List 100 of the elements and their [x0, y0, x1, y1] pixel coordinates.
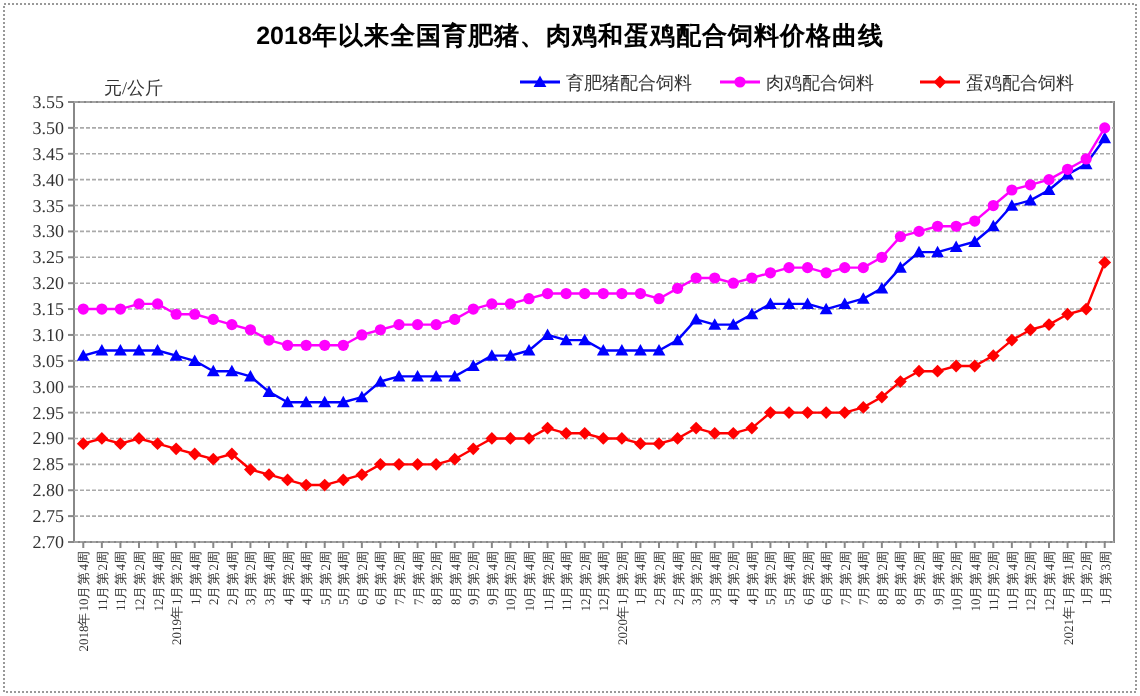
- point: [449, 313, 461, 326]
- point: [727, 277, 739, 289]
- point: [894, 230, 907, 243]
- point: [1061, 307, 1074, 321]
- point: [151, 344, 164, 356]
- point: [596, 432, 610, 445]
- point: [1098, 131, 1112, 144]
- point: [745, 421, 759, 435]
- point: [1080, 153, 1092, 165]
- point: [318, 395, 332, 408]
- point: [133, 298, 145, 310]
- point: [615, 344, 629, 356]
- point: [578, 333, 592, 346]
- point: [96, 303, 108, 315]
- y-tick-label: 2.90: [32, 428, 65, 449]
- point: [541, 287, 554, 300]
- point: [838, 406, 852, 419]
- point: [244, 324, 257, 336]
- point: [1061, 163, 1074, 175]
- point: [782, 297, 796, 309]
- point: [708, 318, 722, 330]
- point: [522, 344, 536, 356]
- point: [764, 297, 777, 309]
- point: [616, 287, 628, 300]
- point: [169, 442, 183, 456]
- point: [132, 344, 146, 356]
- point: [726, 318, 740, 330]
- y-tick-label: 3.25: [32, 247, 65, 268]
- point: [931, 364, 944, 378]
- point: [1005, 333, 1019, 347]
- y-tick-label: 3.45: [32, 143, 65, 164]
- point: [950, 220, 962, 232]
- point: [856, 292, 870, 304]
- point: [1024, 323, 1037, 337]
- y-tick-label: 3.05: [32, 350, 65, 371]
- point: [671, 282, 684, 294]
- point: [689, 313, 703, 325]
- point: [708, 426, 722, 440]
- point: [226, 318, 238, 331]
- point: [76, 349, 90, 361]
- point: [355, 468, 369, 482]
- point: [1024, 193, 1037, 206]
- point: [652, 344, 666, 356]
- point: [986, 349, 1000, 363]
- y-tick-label: 2.95: [32, 402, 65, 423]
- point: [504, 432, 517, 445]
- point: [856, 401, 870, 414]
- point: [839, 262, 851, 274]
- point: [392, 457, 406, 471]
- y-tick-label: 3.55: [32, 92, 65, 112]
- legend-label: 肉鸡配合饲料: [766, 73, 874, 93]
- point: [986, 219, 1000, 232]
- point: [931, 220, 944, 232]
- point: [690, 272, 702, 284]
- point: [448, 369, 462, 382]
- point: [968, 359, 982, 373]
- point: [541, 421, 554, 435]
- legend-label: 蛋鸡配合饲料: [966, 73, 1074, 93]
- point: [225, 447, 239, 461]
- y-axis-title: 元/公斤: [104, 78, 164, 98]
- point: [188, 447, 202, 461]
- point: [206, 452, 220, 466]
- point: [356, 329, 368, 341]
- point: [337, 339, 349, 351]
- point: [875, 390, 889, 404]
- point: [912, 245, 926, 258]
- point: [1042, 183, 1056, 196]
- point: [801, 262, 814, 274]
- point: [764, 267, 777, 279]
- point: [466, 359, 480, 372]
- point: [634, 287, 647, 300]
- point: [801, 297, 814, 309]
- point: [355, 390, 369, 403]
- point: [76, 437, 90, 451]
- point: [263, 334, 275, 346]
- point: [206, 364, 220, 377]
- point: [95, 432, 109, 445]
- point: [448, 452, 462, 466]
- point: [411, 369, 424, 382]
- point: [299, 395, 313, 408]
- point: [949, 359, 963, 373]
- point: [169, 349, 183, 361]
- point: [541, 328, 554, 341]
- point: [913, 225, 925, 238]
- point: [689, 421, 703, 435]
- point: [262, 385, 276, 397]
- point: [894, 375, 907, 388]
- point: [1079, 302, 1093, 316]
- point: [300, 339, 312, 351]
- point: [114, 437, 127, 451]
- point: [559, 426, 573, 440]
- point: [745, 307, 759, 320]
- point: [188, 354, 202, 366]
- point: [318, 478, 332, 492]
- point: [597, 287, 609, 300]
- point: [949, 240, 963, 253]
- point: [560, 287, 572, 300]
- point: [615, 432, 629, 445]
- point: [281, 339, 294, 351]
- point: [912, 364, 926, 378]
